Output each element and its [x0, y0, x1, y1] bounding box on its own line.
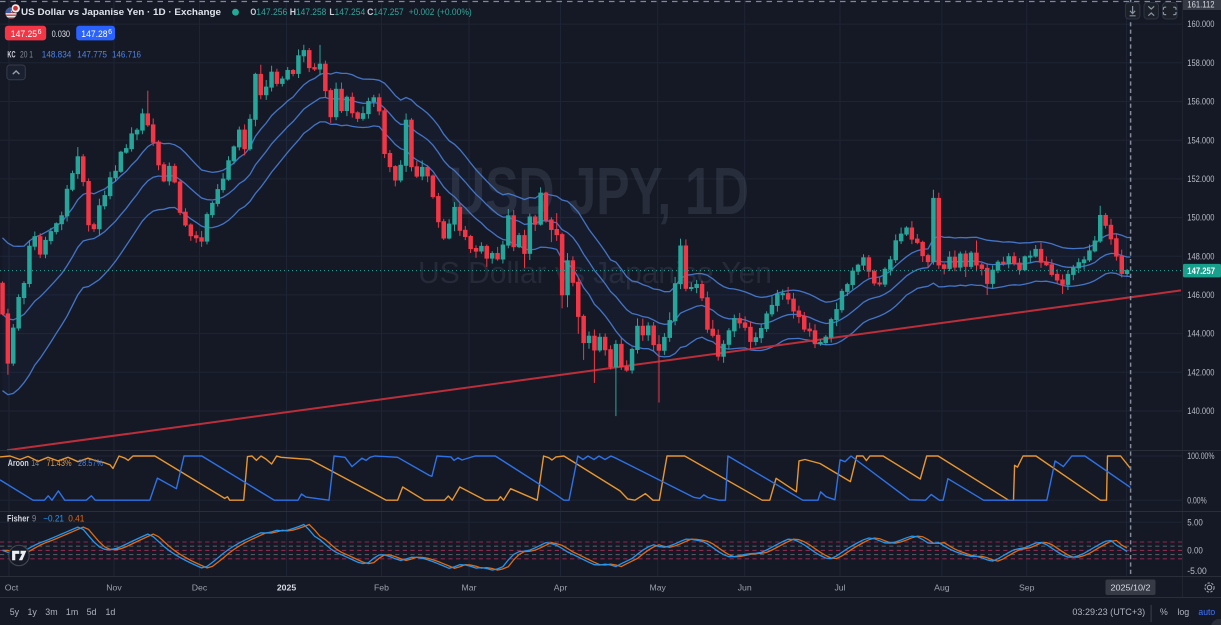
svg-text:0.00%: 0.00% — [1187, 495, 1207, 505]
svg-text:147.254: 147.254 — [335, 7, 366, 17]
svg-text:Apr: Apr — [554, 582, 568, 592]
svg-text:Jul: Jul — [834, 582, 845, 592]
svg-text:1d: 1d — [106, 607, 116, 617]
svg-text:6: 6 — [38, 29, 42, 36]
svg-text:20 1: 20 1 — [20, 49, 33, 59]
svg-text:%: % — [1160, 607, 1168, 617]
svg-text:158.000: 158.000 — [1187, 58, 1214, 68]
svg-text:1m: 1m — [66, 607, 78, 617]
svg-text:100.00%: 100.00% — [1187, 451, 1214, 461]
svg-text:14: 14 — [31, 458, 39, 468]
svg-text:5d: 5d — [87, 607, 97, 617]
svg-text:Nov: Nov — [106, 582, 122, 592]
svg-text:71.43%: 71.43% — [47, 458, 72, 468]
svg-text:L: L — [329, 7, 335, 17]
svg-text:US Dollar vs Japanise Yen: US Dollar vs Japanise Yen — [418, 255, 772, 290]
svg-text:147.257: 147.257 — [1187, 266, 1215, 276]
svg-text:-5.00: -5.00 — [1187, 566, 1206, 576]
svg-text:0.030: 0.030 — [52, 29, 70, 39]
svg-text:144.000: 144.000 — [1187, 329, 1214, 339]
svg-text:May: May — [649, 582, 666, 592]
svg-text:142.000: 142.000 — [1187, 367, 1214, 377]
svg-text:150.000: 150.000 — [1187, 213, 1214, 223]
svg-text:C: C — [367, 7, 374, 17]
svg-text:3m: 3m — [45, 607, 57, 617]
svg-text:147.257: 147.257 — [373, 7, 403, 17]
svg-text:Fisher: Fisher — [7, 513, 30, 523]
svg-text:03:29:23 (UTC+3): 03:29:23 (UTC+3) — [1072, 607, 1145, 617]
svg-text:2025/10/2: 2025/10/2 — [1111, 583, 1151, 593]
svg-text:0.41: 0.41 — [68, 513, 84, 523]
svg-text:5y: 5y — [10, 607, 20, 617]
svg-text:Mar: Mar — [462, 582, 477, 592]
svg-text:log: log — [1177, 607, 1189, 617]
svg-text:−0.21: −0.21 — [43, 513, 64, 523]
svg-text:KC: KC — [7, 49, 15, 59]
svg-text:Oct: Oct — [5, 582, 19, 592]
svg-text:Dec: Dec — [192, 582, 208, 592]
svg-text:Jun: Jun — [738, 582, 752, 592]
svg-text:Aug: Aug — [934, 582, 950, 592]
svg-text:Sep: Sep — [1019, 582, 1035, 592]
svg-text:161.112: 161.112 — [1187, 0, 1214, 9]
svg-text:156.000: 156.000 — [1187, 97, 1214, 107]
svg-text:147.775: 147.775 — [77, 49, 107, 59]
svg-text:2025: 2025 — [277, 582, 296, 592]
svg-text:H: H — [290, 7, 296, 17]
svg-text:Feb: Feb — [374, 582, 389, 592]
svg-text:9: 9 — [32, 513, 36, 523]
svg-text:152.000: 152.000 — [1187, 174, 1214, 184]
svg-text:160.000: 160.000 — [1187, 19, 1214, 29]
svg-text:Aroon: Aroon — [8, 458, 29, 468]
svg-text:148.834: 148.834 — [42, 49, 72, 59]
svg-text:140.000: 140.000 — [1187, 406, 1214, 416]
svg-text:US Dollar vs Japanise Yen · 1D: US Dollar vs Japanise Yen · 1D · Exchang… — [21, 6, 221, 17]
svg-text:147.25: 147.25 — [11, 29, 37, 40]
svg-text:148.000: 148.000 — [1187, 251, 1214, 261]
svg-text:6: 6 — [108, 29, 112, 36]
svg-text:auto: auto — [1198, 607, 1215, 617]
svg-text:147.28: 147.28 — [81, 29, 107, 40]
svg-text:0.00: 0.00 — [1187, 546, 1203, 556]
svg-text:146.716: 146.716 — [112, 49, 141, 59]
svg-text:147.256: 147.256 — [256, 7, 287, 17]
svg-text:O: O — [250, 7, 256, 17]
svg-text:5.00: 5.00 — [1187, 517, 1203, 527]
svg-text:+0.002: +0.002 — [409, 7, 435, 17]
svg-text:146.000: 146.000 — [1187, 290, 1214, 300]
svg-text:(+0.00%): (+0.00%) — [437, 7, 472, 17]
svg-text:154.000: 154.000 — [1187, 135, 1214, 145]
svg-text:USD JPY, 1D: USD JPY, 1D — [449, 154, 749, 229]
svg-text:1y: 1y — [28, 607, 38, 617]
svg-text:28.57%: 28.57% — [78, 458, 103, 468]
svg-text:147.258: 147.258 — [296, 7, 326, 17]
